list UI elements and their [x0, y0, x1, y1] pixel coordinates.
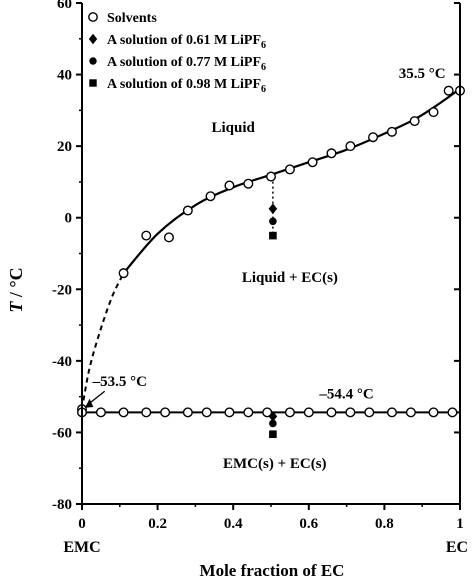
data-point: [224, 407, 235, 418]
y-tick-label: 40: [57, 68, 72, 84]
x-tick-label: 1: [456, 516, 464, 532]
data-point: [284, 407, 295, 418]
x-tick-label: 0.8: [375, 516, 394, 532]
data-point: [364, 407, 375, 418]
data-point: [243, 178, 254, 189]
x-tick-label: 0.6: [299, 516, 318, 532]
data-point: [182, 205, 193, 216]
data-point: [303, 407, 314, 418]
y-tick-label: -60: [52, 425, 72, 441]
curve-layer: [81, 88, 461, 414]
legend-label: A solution of 0.98 M LiPF6: [107, 77, 266, 95]
data-point: [447, 407, 458, 418]
y-tick-label: 20: [57, 139, 72, 155]
data-point: [405, 407, 416, 418]
annotation-layer: 35.5 °C Liquid Liquid + EC(s) –53.5 °C –54.4…: [85, 66, 446, 472]
data-point: [262, 407, 273, 418]
data-point: [182, 407, 193, 418]
annotation-label: –53.5 °C: [92, 374, 147, 390]
x-end-label-left: EMC: [63, 539, 100, 556]
y-tick-label: 0: [65, 211, 73, 227]
data-point: [243, 407, 254, 418]
legend: Solvents A solution of 0.61 M LiPF6 A solu…: [88, 11, 266, 95]
annotation-label: –54.4 °C: [318, 386, 373, 402]
x-axis-title: Mole fraction of EC: [200, 561, 345, 580]
data-point: [118, 407, 129, 418]
annotation-label: 35.5 °C: [399, 66, 446, 82]
y-axis-title: T / °C: [6, 267, 26, 312]
y-tick-label: 60: [57, 0, 72, 12]
data-point: [368, 132, 379, 143]
data-point: [345, 407, 356, 418]
data-point: [269, 419, 277, 428]
legend-marker: [89, 57, 97, 65]
data-point: [224, 180, 235, 191]
data-point: [95, 407, 106, 418]
marker-layer: [76, 85, 466, 439]
axis-layer: -80 -60 -40 -20 0 20 40 60 0 0.2 0.4 0.6 0.8 1: [52, 0, 464, 532]
annotation-arrowhead: [85, 398, 94, 408]
data-point: [269, 231, 277, 240]
annotation-label: EMC(s) + EC(s): [223, 456, 327, 472]
x-end-label-right: EC: [446, 539, 468, 556]
legend-marker: [89, 79, 97, 87]
data-point: [269, 430, 277, 439]
data-point: [201, 407, 212, 418]
x-tick-label: 0.2: [148, 516, 167, 532]
data-point: [409, 116, 420, 127]
x-tick-label: 0: [78, 516, 86, 532]
data-point: [205, 191, 216, 202]
data-point: [428, 107, 439, 118]
legend-label: A solution of 0.77 M LiPF6: [107, 55, 266, 73]
legend-label: Solvents: [107, 11, 157, 26]
data-point: [428, 407, 439, 418]
legend-marker: [88, 33, 98, 45]
data-point: [345, 141, 356, 152]
x-tick-label: 0.4: [224, 516, 243, 532]
data-point: [163, 232, 174, 243]
annotation-label: Liquid + EC(s): [242, 270, 338, 286]
legend-marker: [88, 12, 98, 22]
data-point: [326, 407, 337, 418]
y-tick-label: -40: [52, 354, 72, 370]
data-point: [160, 407, 171, 418]
legend-label: A solution of 0.61 M LiPF6: [107, 33, 266, 51]
data-point: [266, 171, 277, 182]
annotation-label: Liquid: [212, 120, 256, 136]
data-point: [386, 126, 397, 137]
data-point: [268, 203, 278, 215]
data-point: [443, 85, 454, 96]
liquidus-curve: [122, 88, 461, 274]
y-tick-label: -20: [52, 282, 72, 298]
data-point: [269, 217, 277, 226]
data-point: [141, 407, 152, 418]
data-point: [307, 157, 318, 168]
data-point: [268, 411, 278, 422]
data-point: [284, 164, 295, 175]
data-point: [141, 230, 152, 241]
y-tick-label: -80: [52, 497, 72, 513]
data-point: [326, 148, 337, 159]
data-point: [118, 268, 129, 279]
liquidus-extrapolation-dashed: [81, 272, 125, 410]
data-point: [386, 407, 397, 418]
